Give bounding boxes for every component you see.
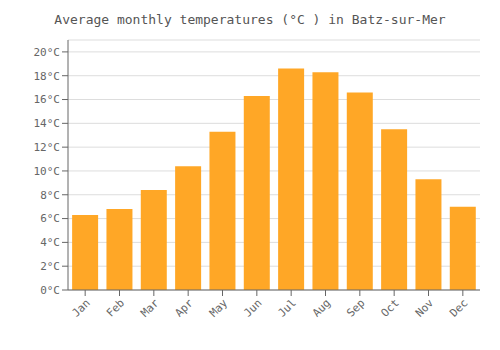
svg-text:14°C: 14°C: [34, 117, 61, 130]
svg-text:Feb: Feb: [104, 296, 127, 319]
svg-text:10°C: 10°C: [34, 165, 61, 178]
svg-text:Oct: Oct: [379, 296, 402, 319]
svg-text:16°C: 16°C: [34, 93, 61, 106]
svg-text:4°C: 4°C: [40, 236, 60, 249]
svg-text:Nov: Nov: [413, 296, 437, 320]
svg-text:6°C: 6°C: [40, 212, 60, 225]
svg-text:Mar: Mar: [138, 296, 162, 320]
svg-text:2°C: 2°C: [40, 260, 60, 273]
html-text:Average monthly temperatures (: Average monthly temperatures (°C ) in Ba…: [54, 12, 446, 27]
svg-text:18°C: 18°C: [34, 70, 61, 83]
svg-text:Dec: Dec: [447, 296, 470, 319]
svg-text:0°C: 0°C: [40, 284, 60, 297]
svg-text:12°C: 12°C: [34, 141, 61, 154]
svg-text:May: May: [207, 296, 231, 320]
svg-text:Aug: Aug: [310, 296, 333, 319]
svg-text:Jan: Jan: [70, 296, 93, 319]
svg-text:Jun: Jun: [241, 296, 264, 319]
svg-text:Sep: Sep: [344, 296, 367, 319]
svg-text:8°C: 8°C: [40, 189, 60, 202]
svg-text:Jul: Jul: [276, 296, 299, 319]
svg-text:Apr: Apr: [173, 296, 197, 320]
svg-text:20°C: 20°C: [34, 46, 61, 59]
